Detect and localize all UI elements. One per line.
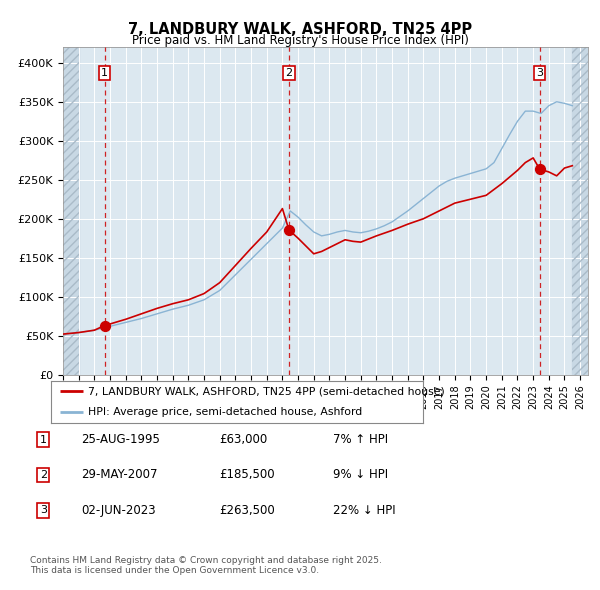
Text: 1: 1 (40, 435, 47, 444)
Text: 7, LANDBURY WALK, ASHFORD, TN25 4PP: 7, LANDBURY WALK, ASHFORD, TN25 4PP (128, 22, 472, 37)
Text: 2: 2 (40, 470, 47, 480)
Text: £63,000: £63,000 (219, 433, 267, 446)
Text: 7% ↑ HPI: 7% ↑ HPI (333, 433, 388, 446)
Point (100, 321, 109, 330)
Text: £185,500: £185,500 (219, 468, 275, 481)
Text: Price paid vs. HM Land Registry's House Price Index (HPI): Price paid vs. HM Land Registry's House … (131, 34, 469, 47)
Bar (63, 47, 79, 375)
Text: 1: 1 (101, 68, 108, 78)
Text: Contains HM Land Registry data © Crown copyright and database right 2025.
This d: Contains HM Land Registry data © Crown c… (30, 556, 382, 575)
Text: £263,500: £263,500 (219, 504, 275, 517)
Text: 22% ↓ HPI: 22% ↓ HPI (333, 504, 395, 517)
Text: 3: 3 (536, 68, 543, 78)
Point (284, 225, 294, 235)
Point (535, 165, 545, 174)
Text: 2: 2 (286, 68, 293, 78)
Text: 7, LANDBURY WALK, ASHFORD, TN25 4PP (semi-detached house): 7, LANDBURY WALK, ASHFORD, TN25 4PP (sem… (88, 386, 445, 396)
Text: 25-AUG-1995: 25-AUG-1995 (81, 433, 160, 446)
Text: 29-MAY-2007: 29-MAY-2007 (81, 468, 157, 481)
Text: HPI: Average price, semi-detached house, Ashford: HPI: Average price, semi-detached house,… (88, 408, 362, 417)
Text: 9% ↓ HPI: 9% ↓ HPI (333, 468, 388, 481)
Text: 3: 3 (40, 506, 47, 515)
Text: 02-JUN-2023: 02-JUN-2023 (81, 504, 155, 517)
Bar (572, 47, 588, 375)
